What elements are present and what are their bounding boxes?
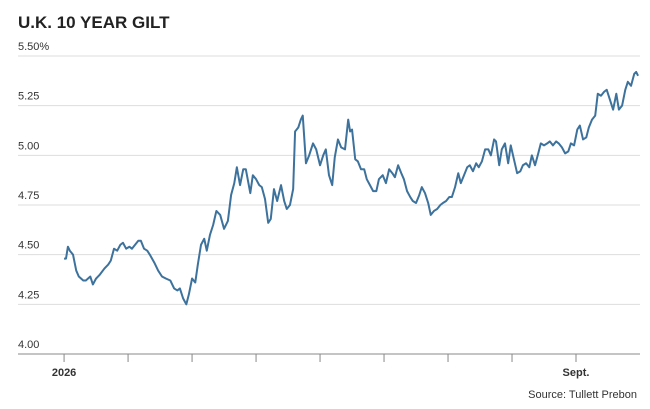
- chart-title: U.K. 10 YEAR GILT: [18, 13, 170, 32]
- y-tick-label: 5.50%: [18, 41, 49, 53]
- data-line: [64, 70, 639, 306]
- x-tick-label: Sept.: [563, 367, 590, 379]
- y-tick-label: 4.25: [18, 289, 39, 301]
- y-tick-label: 5.25: [18, 91, 39, 103]
- y-tick-label: 4.00: [18, 339, 39, 351]
- y-tick-label: 4.75: [18, 190, 39, 202]
- y-tick-label: 4.50: [18, 240, 39, 252]
- y-tick-label: 5.00: [18, 140, 39, 152]
- x-tick-label: 2026: [52, 367, 76, 379]
- source-note: Source: Tullett Prebon: [528, 389, 637, 401]
